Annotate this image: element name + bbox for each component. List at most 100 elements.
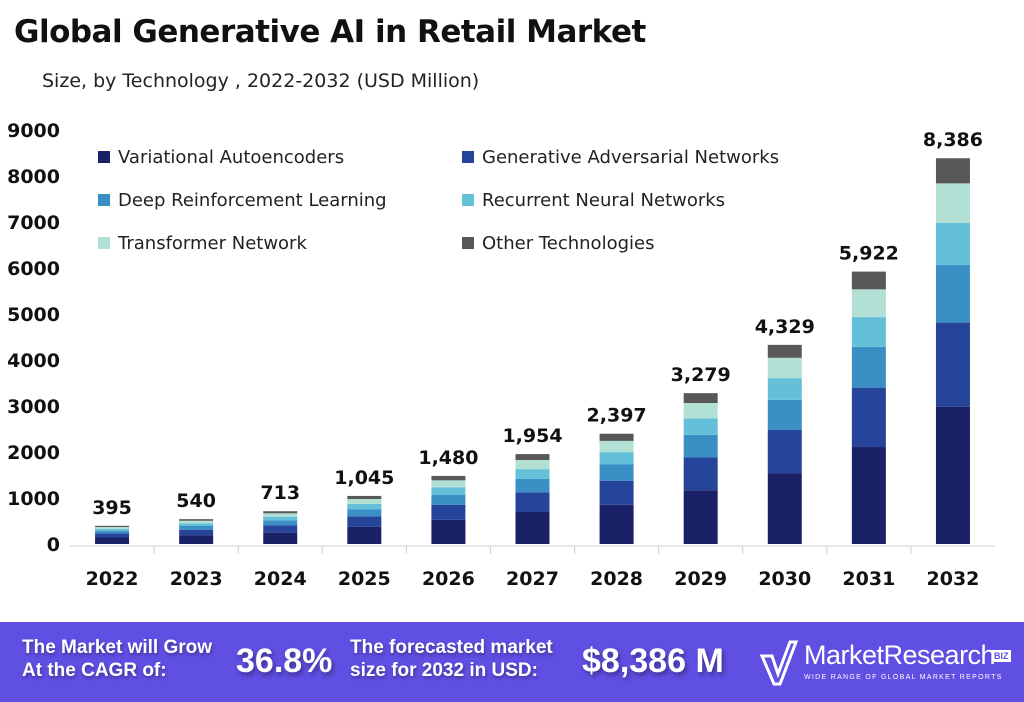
chart-subtitle: Size, by Technology , 2022-2032 (USD Mil… — [42, 70, 480, 92]
x-tick-label: 2023 — [170, 568, 223, 590]
bar-segment — [683, 434, 718, 458]
x-tick-label: 2027 — [506, 568, 559, 590]
bar-segment — [851, 447, 886, 544]
bar-segment — [95, 533, 130, 538]
cagr-value: 36.8% — [236, 642, 333, 680]
total-label: 1,045 — [334, 467, 394, 489]
legend-label: Transformer Network — [117, 233, 307, 254]
total-label: 4,329 — [755, 316, 815, 338]
total-label: 1,480 — [418, 447, 478, 469]
x-tick-label: 2028 — [590, 568, 643, 590]
bar-segment — [935, 264, 970, 323]
bar-segment — [515, 492, 550, 512]
bar-segment — [431, 494, 466, 505]
y-tick-label: 3000 — [7, 396, 60, 418]
y-tick-label: 8000 — [7, 166, 60, 188]
bar-segment — [347, 495, 382, 500]
bar-segment — [767, 344, 802, 358]
bar-segment — [683, 418, 718, 435]
bar-segment — [263, 525, 298, 533]
y-tick-label: 0 — [47, 534, 60, 556]
bar-segment — [347, 499, 382, 504]
bar-segment — [95, 530, 130, 534]
bar-segment — [851, 271, 886, 290]
checkmark-logo-icon — [760, 640, 799, 686]
legend-swatch — [98, 194, 110, 206]
y-tick-label: 2000 — [7, 442, 60, 464]
bar-segment — [683, 393, 718, 404]
bar-segment — [431, 504, 466, 520]
legend-swatch — [462, 237, 474, 249]
bar-segment — [851, 317, 886, 347]
forecast-value: $8,386 M — [582, 642, 724, 680]
marketresearch-logo: MarketResearch BIZ WIDE RANGE OF GLOBAL … — [760, 636, 1020, 692]
bar-segment — [767, 473, 802, 544]
bar-segment — [599, 440, 634, 453]
bar-segment — [179, 520, 214, 524]
y-tick-label: 4000 — [7, 350, 60, 372]
bar-segment — [515, 478, 550, 493]
stacked-bar-chart: 0 1000 2000 3000 4000 5000 6000 7000 8000 9000 395… — [7, 120, 995, 590]
x-tick-label: 2032 — [927, 568, 980, 590]
bar-segment — [95, 527, 130, 529]
chart-title: Global Generative AI in Retail Market — [14, 14, 646, 50]
bar-segment — [95, 537, 130, 544]
forecast-label-line2: size for 2032 in USD: — [350, 660, 538, 681]
bar-segment — [431, 475, 466, 481]
total-label: 540 — [176, 490, 216, 512]
bar-segment — [683, 403, 718, 419]
bar-segment — [179, 529, 214, 536]
total-label: 2,397 — [587, 405, 647, 427]
bar-segment — [431, 487, 466, 495]
legend-label: Generative Adversarial Networks — [482, 147, 779, 168]
bar-segment — [347, 509, 382, 517]
logo-tagline: WIDE RANGE OF GLOBAL MARKET REPORTS — [804, 674, 1003, 681]
y-tick-label: 1000 — [7, 488, 60, 510]
x-tick-label: 2025 — [338, 568, 391, 590]
y-tick-label: 9000 — [7, 120, 60, 142]
bar-segment — [95, 525, 130, 528]
bar-segment — [599, 480, 634, 505]
bar-segment — [767, 429, 802, 474]
total-label: 8,386 — [923, 129, 983, 151]
bar-segment — [935, 158, 970, 184]
bar-segment — [347, 526, 382, 544]
bar-segment — [935, 183, 970, 223]
bar-segment — [263, 532, 298, 544]
bar-segment — [515, 459, 550, 470]
bar-segment — [935, 322, 970, 407]
forecast-label-line1: The forecasted market — [350, 637, 553, 658]
total-label: 5,922 — [839, 243, 899, 265]
bar-segment — [347, 503, 382, 510]
bar-segment — [263, 513, 298, 517]
total-label: 713 — [260, 482, 300, 504]
y-tick-label: 5000 — [7, 304, 60, 326]
bar-segment — [599, 452, 634, 465]
bar-segment — [179, 535, 214, 544]
forecast-label: The forecasted market size for 2032 in U… — [350, 636, 553, 682]
bar-segment — [935, 222, 970, 265]
x-tick-label: 2026 — [422, 568, 475, 590]
legend-label: Other Technologies — [482, 233, 654, 254]
bar-segment — [515, 469, 550, 479]
total-label: 1,954 — [502, 425, 562, 447]
bar-segment — [263, 520, 298, 526]
bar-segment — [767, 357, 802, 379]
bar-segment — [179, 519, 214, 521]
legend-swatch — [462, 194, 474, 206]
x-tick-label: 2030 — [758, 568, 811, 590]
legend-swatch — [462, 151, 474, 163]
bar-segment — [431, 480, 466, 488]
legend-swatch — [98, 237, 110, 249]
cagr-label-line1: The Market will Grow — [22, 637, 213, 658]
bar-segment — [683, 457, 718, 491]
cagr-label: The Market will Grow At the CAGR of: — [22, 636, 212, 682]
bar-segment — [347, 516, 382, 527]
bar-segment — [431, 519, 466, 544]
logo-badge: BIZ — [992, 650, 1011, 662]
bar-segment — [95, 528, 130, 531]
bar-segment — [515, 454, 550, 460]
bar-segment — [851, 387, 886, 448]
bar-segment — [599, 433, 634, 441]
